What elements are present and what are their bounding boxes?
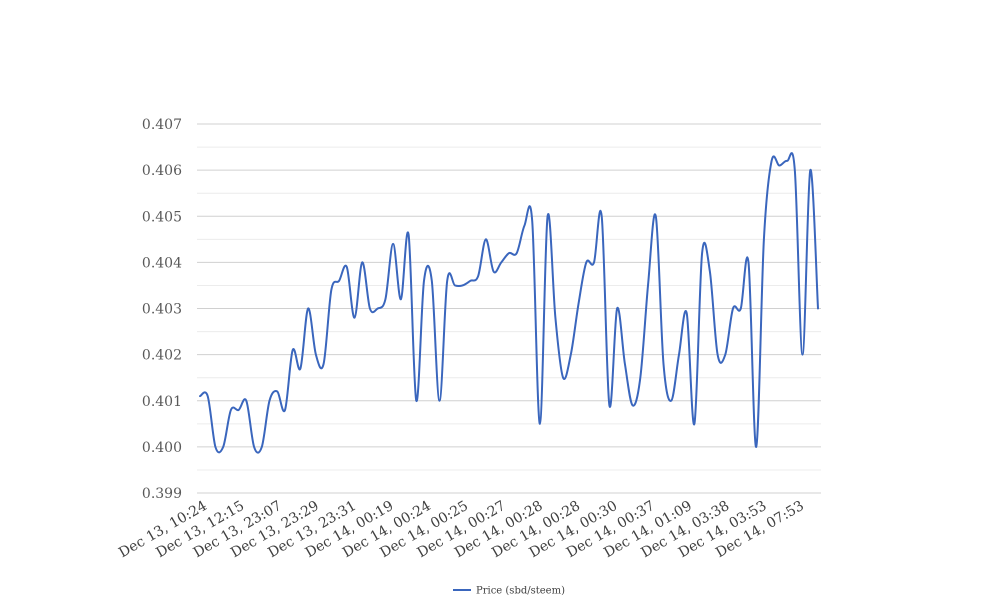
- legend-label-price: Price (sbd/steem): [476, 586, 565, 597]
- y-tick-label: 0.406: [142, 163, 182, 179]
- y-tick-label: 0.403: [142, 302, 182, 318]
- y-tick-label: 0.401: [142, 394, 182, 410]
- y-tick-label: 0.404: [142, 255, 182, 271]
- legend: Price (sbd/steem): [453, 586, 565, 597]
- y-tick-label: 0.400: [142, 440, 182, 456]
- y-tick-label: 0.402: [142, 348, 182, 364]
- y-axis-tick-labels: 0.399 0.400 0.401 0.402 0.403 0.404 0.405 0.406…: [142, 117, 182, 502]
- y-tick-label: 0.407: [142, 117, 182, 133]
- series-line-price: [199, 152, 819, 454]
- y-tick-label: 0.405: [142, 209, 182, 225]
- series-group: [199, 152, 819, 454]
- gridlines: [197, 123, 821, 494]
- y-tick-label: 0.399: [142, 486, 182, 502]
